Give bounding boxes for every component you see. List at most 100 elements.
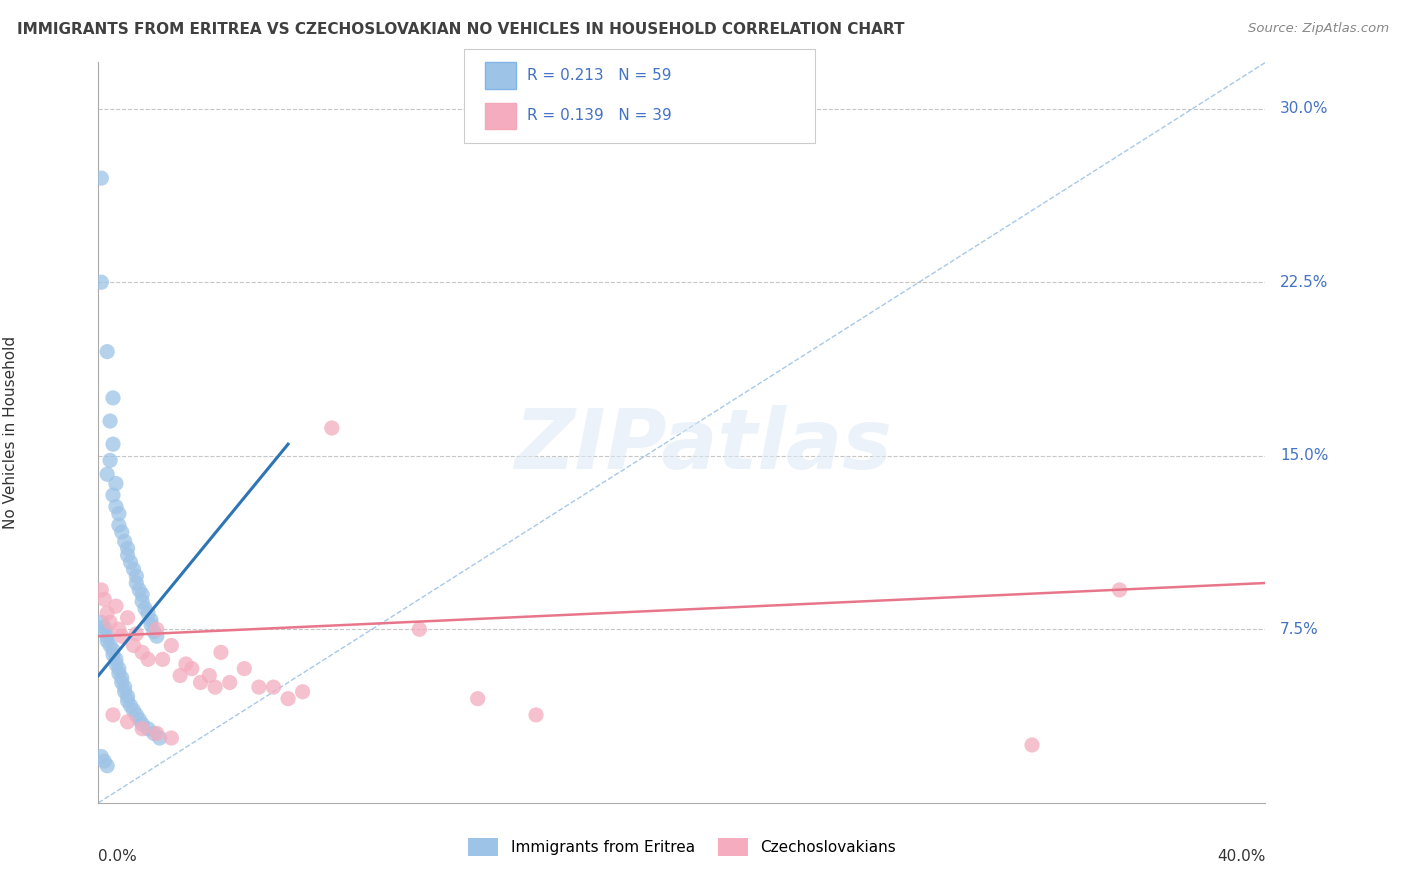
Text: 7.5%: 7.5%	[1279, 622, 1319, 637]
Point	[291, 685, 314, 699]
Point	[111, 629, 134, 643]
Text: Source: ZipAtlas.com: Source: ZipAtlas.com	[1249, 22, 1389, 36]
Point	[117, 690, 139, 704]
Point	[111, 525, 134, 540]
Text: 0.0%: 0.0%	[98, 849, 138, 864]
Point	[277, 691, 299, 706]
Point	[93, 592, 115, 607]
Point	[108, 622, 131, 636]
Point	[98, 453, 121, 467]
Point	[90, 275, 112, 289]
Point	[104, 652, 127, 666]
Point	[125, 569, 148, 583]
Point	[96, 633, 118, 648]
Point	[149, 731, 172, 745]
Point	[524, 707, 547, 722]
Point	[93, 754, 115, 768]
Point	[114, 685, 136, 699]
Point	[96, 606, 118, 620]
Text: R = 0.213   N = 59: R = 0.213 N = 59	[527, 69, 672, 83]
Point	[139, 613, 162, 627]
Point	[101, 643, 124, 657]
Point	[90, 615, 112, 630]
Point	[233, 662, 256, 676]
Point	[117, 610, 139, 624]
Point	[98, 639, 121, 653]
Point	[142, 726, 165, 740]
Point	[101, 648, 124, 662]
Point	[101, 391, 124, 405]
Point	[101, 707, 124, 722]
Point	[467, 691, 489, 706]
Point	[101, 488, 124, 502]
Point	[1021, 738, 1043, 752]
Point	[152, 652, 174, 666]
Point	[131, 588, 153, 602]
Point	[139, 617, 162, 632]
Point	[134, 601, 156, 615]
Point	[104, 657, 127, 671]
Point	[198, 668, 221, 682]
Point	[174, 657, 197, 671]
Point	[108, 518, 131, 533]
Point	[209, 645, 232, 659]
Point	[136, 722, 159, 736]
Point	[96, 629, 118, 643]
Point	[114, 680, 136, 694]
Point	[128, 713, 150, 727]
Point	[136, 652, 159, 666]
Point	[131, 645, 153, 659]
Point	[142, 624, 165, 639]
Text: 30.0%: 30.0%	[1279, 101, 1329, 116]
Point	[122, 703, 145, 717]
Point	[146, 629, 169, 643]
Point	[262, 680, 284, 694]
Point	[98, 615, 121, 630]
Point	[204, 680, 226, 694]
Text: No Vehicles in Household: No Vehicles in Household	[3, 336, 18, 529]
Point	[117, 714, 139, 729]
Point	[131, 594, 153, 608]
Point	[120, 555, 142, 569]
Point	[1108, 582, 1130, 597]
Point	[96, 344, 118, 359]
Point	[247, 680, 270, 694]
Point	[131, 717, 153, 731]
Point	[104, 476, 127, 491]
Point	[104, 500, 127, 514]
Point	[96, 758, 118, 772]
Point	[160, 639, 183, 653]
Point	[190, 675, 212, 690]
Point	[117, 541, 139, 556]
Point	[117, 694, 139, 708]
Text: 40.0%: 40.0%	[1218, 849, 1265, 864]
Point	[96, 467, 118, 482]
Point	[90, 582, 112, 597]
Point	[160, 731, 183, 745]
Point	[108, 662, 131, 676]
Point	[169, 668, 191, 682]
Text: IMMIGRANTS FROM ERITREA VS CZECHOSLOVAKIAN NO VEHICLES IN HOUSEHOLD CORRELATION : IMMIGRANTS FROM ERITREA VS CZECHOSLOVAKI…	[17, 22, 904, 37]
Point	[321, 421, 343, 435]
Text: R = 0.139   N = 39: R = 0.139 N = 39	[527, 109, 672, 123]
Point	[122, 562, 145, 576]
Point	[93, 624, 115, 639]
Point	[93, 620, 115, 634]
Point	[146, 622, 169, 636]
Point	[125, 627, 148, 641]
Text: 22.5%: 22.5%	[1279, 275, 1329, 290]
Point	[101, 437, 124, 451]
Point	[180, 662, 202, 676]
Point	[120, 698, 142, 713]
Point	[117, 548, 139, 562]
Point	[146, 726, 169, 740]
Point	[108, 507, 131, 521]
Point	[108, 666, 131, 681]
Point	[90, 749, 112, 764]
Point	[125, 576, 148, 591]
Point	[125, 707, 148, 722]
Point	[111, 675, 134, 690]
Point	[408, 622, 430, 636]
Text: 15.0%: 15.0%	[1279, 449, 1329, 463]
Point	[131, 722, 153, 736]
